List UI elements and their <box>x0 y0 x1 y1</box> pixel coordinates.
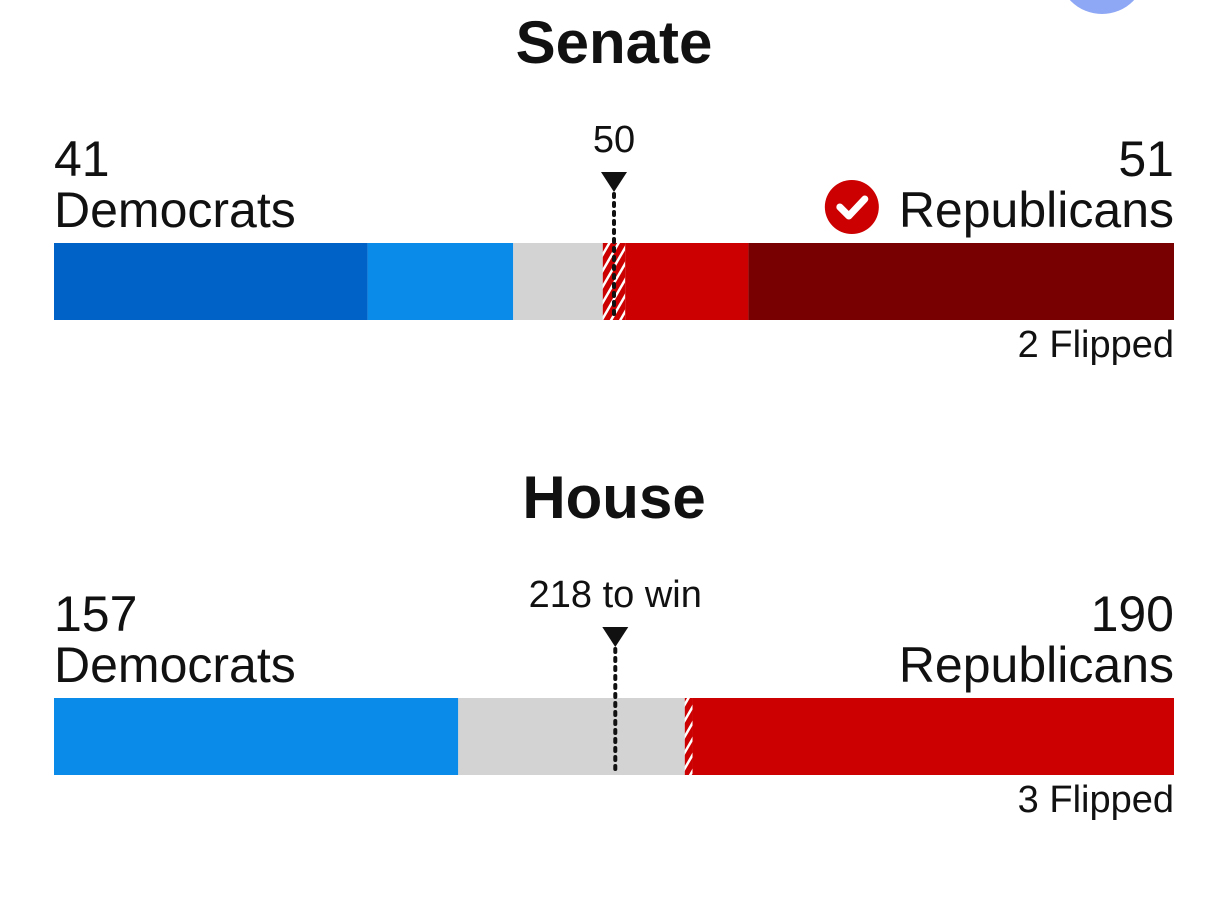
seat-segment <box>684 698 693 775</box>
flipped-label: 3 Flipped <box>1018 779 1174 821</box>
right-count: 51 <box>1118 131 1174 187</box>
flipped-label: 2 Flipped <box>1018 324 1174 366</box>
winner-check <box>824 180 879 234</box>
seat-segment <box>458 698 685 775</box>
section-title: Senate <box>516 9 713 76</box>
seat-segment <box>54 698 459 775</box>
seat-segment <box>602 243 626 320</box>
left-count: 157 <box>54 586 137 642</box>
right-label: Republicans <box>899 637 1174 693</box>
section-title: House <box>522 464 705 531</box>
left-label: Democrats <box>54 637 296 693</box>
left-count: 41 <box>54 131 110 187</box>
threshold-arrow <box>601 172 627 192</box>
threshold-arrow <box>602 627 629 647</box>
threshold-label: 218 to win <box>529 574 702 616</box>
check-mark <box>836 195 869 220</box>
seat-segment <box>367 243 514 320</box>
seat-segment <box>513 243 603 320</box>
seat-segment <box>692 698 1174 775</box>
left-label: Democrats <box>54 182 296 238</box>
right-count: 190 <box>1091 586 1174 642</box>
floating-button[interactable] <box>1058 0 1146 14</box>
seat-segment <box>625 243 749 320</box>
seat-segment <box>54 243 368 320</box>
seat-segment <box>748 243 1174 320</box>
right-label: Republicans <box>899 182 1174 238</box>
threshold-label: 50 <box>593 119 635 161</box>
